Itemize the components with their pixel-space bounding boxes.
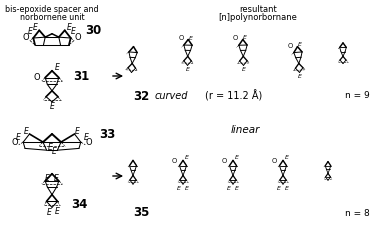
- Text: E: E: [16, 133, 21, 142]
- Text: E: E: [277, 186, 281, 191]
- Text: E: E: [298, 74, 302, 79]
- Text: E: E: [24, 127, 29, 135]
- Text: 31: 31: [73, 69, 89, 83]
- Text: E: E: [83, 133, 88, 142]
- Text: resultant: resultant: [239, 5, 277, 14]
- Text: E: E: [48, 143, 52, 152]
- Text: O: O: [86, 138, 92, 147]
- Text: curved: curved: [155, 91, 188, 101]
- Text: 30: 30: [85, 24, 101, 36]
- Text: bis-epoxide spacer and: bis-epoxide spacer and: [5, 5, 99, 14]
- Text: (r = 11.2 Å): (r = 11.2 Å): [205, 90, 262, 102]
- Text: E: E: [54, 174, 59, 183]
- Text: E: E: [71, 28, 76, 36]
- Text: E: E: [188, 35, 192, 40]
- Text: E: E: [66, 23, 71, 32]
- Text: O: O: [272, 159, 277, 164]
- Text: E: E: [185, 186, 189, 191]
- Text: 32: 32: [133, 89, 149, 103]
- Text: E: E: [227, 186, 231, 191]
- Text: O: O: [75, 33, 81, 42]
- Text: norbornene unit: norbornene unit: [20, 13, 84, 22]
- Text: E: E: [242, 67, 245, 72]
- Text: O: O: [288, 43, 293, 49]
- Text: O: O: [22, 33, 29, 42]
- Text: E: E: [55, 63, 59, 72]
- Text: O: O: [178, 35, 184, 41]
- Text: E: E: [28, 28, 33, 36]
- Text: O: O: [33, 74, 40, 83]
- Text: O: O: [12, 138, 19, 147]
- Text: 34: 34: [71, 198, 88, 211]
- Text: n = 9: n = 9: [345, 91, 370, 100]
- Text: E: E: [52, 148, 57, 157]
- Text: 35: 35: [133, 207, 149, 219]
- Text: O: O: [172, 159, 177, 164]
- Text: linear: linear: [230, 125, 260, 135]
- Text: O: O: [233, 35, 238, 41]
- Text: 33: 33: [99, 128, 115, 140]
- Text: E: E: [185, 67, 189, 72]
- Text: E: E: [47, 208, 51, 217]
- Text: E: E: [75, 127, 80, 135]
- Text: n = 8: n = 8: [345, 208, 370, 218]
- Text: E: E: [185, 155, 189, 160]
- Text: E: E: [298, 42, 302, 47]
- Text: O: O: [222, 159, 227, 164]
- Text: E: E: [33, 23, 38, 32]
- Text: E: E: [235, 186, 239, 191]
- Text: E: E: [285, 186, 289, 191]
- Text: [n]polynorbornane: [n]polynorbornane: [218, 13, 298, 22]
- Text: E: E: [55, 207, 59, 216]
- Text: E: E: [285, 155, 289, 160]
- Text: E: E: [235, 155, 239, 160]
- Text: E: E: [243, 35, 247, 40]
- Text: E: E: [49, 102, 54, 111]
- Text: E: E: [44, 174, 49, 183]
- Text: E: E: [177, 186, 181, 191]
